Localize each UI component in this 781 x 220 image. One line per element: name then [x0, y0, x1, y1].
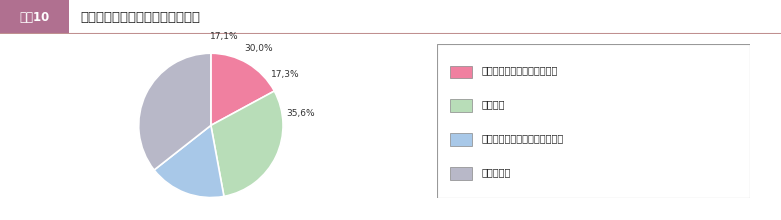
Text: 35,6%: 35,6%	[286, 109, 315, 118]
Text: 地域の防災力は低くなっている: 地域の防災力は低くなっている	[481, 133, 563, 143]
Wedge shape	[211, 53, 274, 125]
Wedge shape	[211, 91, 283, 196]
Text: 30,0%: 30,0%	[244, 44, 273, 53]
Text: 変化ない: 変化ない	[481, 99, 505, 109]
Wedge shape	[154, 125, 224, 198]
FancyBboxPatch shape	[450, 167, 472, 180]
FancyBboxPatch shape	[450, 66, 472, 78]
Text: 地域防災力の変化についての認識: 地域防災力の変化についての認識	[80, 11, 201, 24]
Text: 図表10: 図表10	[20, 11, 49, 24]
Wedge shape	[139, 53, 211, 170]
FancyBboxPatch shape	[450, 133, 472, 146]
Text: 17,3%: 17,3%	[271, 70, 300, 79]
FancyBboxPatch shape	[450, 99, 472, 112]
Text: わからない: わからない	[481, 167, 511, 177]
FancyBboxPatch shape	[0, 0, 69, 34]
FancyBboxPatch shape	[437, 44, 750, 198]
Text: 17,1%: 17,1%	[210, 32, 238, 41]
Text: 地域の防災力は高まっている: 地域の防災力は高まっている	[481, 65, 558, 75]
